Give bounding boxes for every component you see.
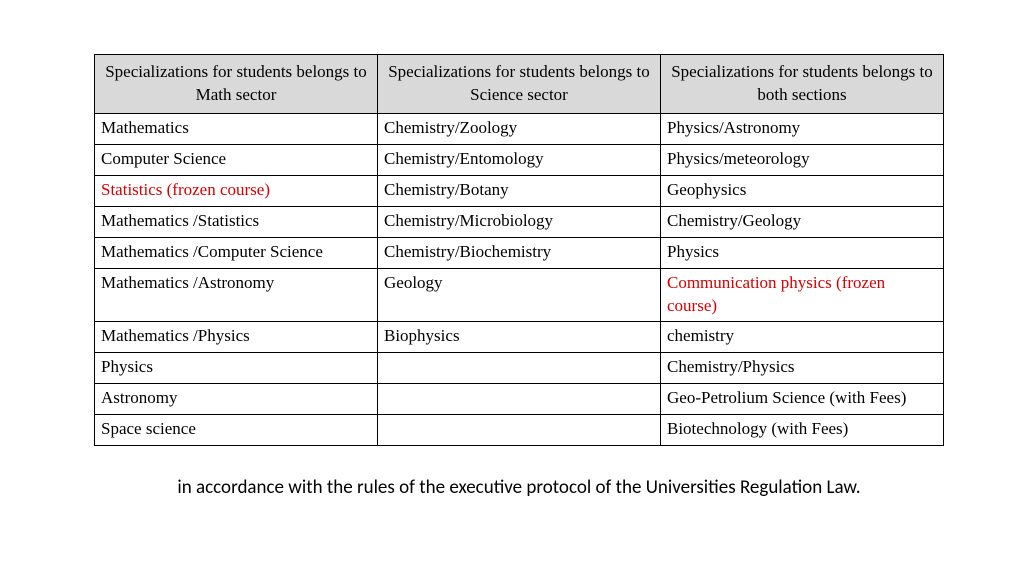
table-row: Space science Biotechnology (with Fees) [95, 415, 944, 446]
table-cell: Chemistry/Microbiology [378, 206, 661, 237]
table-cell: chemistry [661, 322, 944, 353]
table-cell [378, 415, 661, 446]
table-cell: Mathematics /Physics [95, 322, 378, 353]
table-header-row: Specializations for students belongs to … [95, 55, 944, 114]
table-cell: Chemistry/Entomology [378, 144, 661, 175]
table-cell: Chemistry/Biochemistry [378, 237, 661, 268]
table-cell: Chemistry/Zoology [378, 113, 661, 144]
table-row: Mathematics /AstronomyGeologyCommunicati… [95, 268, 944, 322]
table-cell: Chemistry/Physics [661, 353, 944, 384]
table-cell: Chemistry/Geology [661, 206, 944, 237]
table-cell: Statistics (frozen course) [95, 175, 378, 206]
table-row: Mathematics /StatisticsChemistry/Microbi… [95, 206, 944, 237]
table-row: Physics Chemistry/Physics [95, 353, 944, 384]
table-cell: Chemistry/Botany [378, 175, 661, 206]
table-cell: Astronomy [95, 384, 378, 415]
table-cell: Mathematics /Astronomy [95, 268, 378, 322]
table-cell: Mathematics /Computer Science [95, 237, 378, 268]
table-caption: in accordance with the rules of the exec… [94, 476, 944, 499]
col-header-math: Specializations for students belongs to … [95, 55, 378, 114]
table-cell: Physics [95, 353, 378, 384]
document-page: Specializations for students belongs to … [0, 0, 1024, 499]
col-header-both: Specializations for students belongs to … [661, 55, 944, 114]
table-cell: Geophysics [661, 175, 944, 206]
table-cell: Space science [95, 415, 378, 446]
table-row: Astronomy Geo-Petrolium Science (with Fee… [95, 384, 944, 415]
table-row: Statistics (frozen course)Chemistry/Bota… [95, 175, 944, 206]
table-row: MathematicsChemistry/ZoologyPhysics/Astr… [95, 113, 944, 144]
table-cell [378, 353, 661, 384]
table-cell: Biophysics [378, 322, 661, 353]
table-row: Mathematics /PhysicsBiophysicschemistry [95, 322, 944, 353]
table-cell: Geo-Petrolium Science (with Fees) [661, 384, 944, 415]
table-row: Mathematics /Computer ScienceChemistry/B… [95, 237, 944, 268]
col-header-science: Specializations for students belongs to … [378, 55, 661, 114]
table-cell: Computer Science [95, 144, 378, 175]
table-cell: Physics/meteorology [661, 144, 944, 175]
specializations-table: Specializations for students belongs to … [94, 54, 944, 446]
table-cell: Physics/Astronomy [661, 113, 944, 144]
table-cell [378, 384, 661, 415]
table-cell: Biotechnology (with Fees) [661, 415, 944, 446]
table-row: Computer ScienceChemistry/EntomologyPhys… [95, 144, 944, 175]
table-cell: Physics [661, 237, 944, 268]
table-cell: Mathematics /Statistics [95, 206, 378, 237]
table-cell: Communication physics (frozen course) [661, 268, 944, 322]
table-cell: Geology [378, 268, 661, 322]
table-cell: Mathematics [95, 113, 378, 144]
